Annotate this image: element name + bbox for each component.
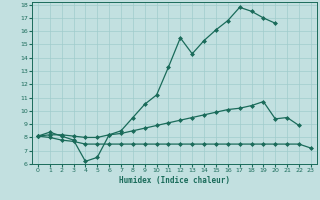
X-axis label: Humidex (Indice chaleur): Humidex (Indice chaleur) [119, 176, 230, 185]
